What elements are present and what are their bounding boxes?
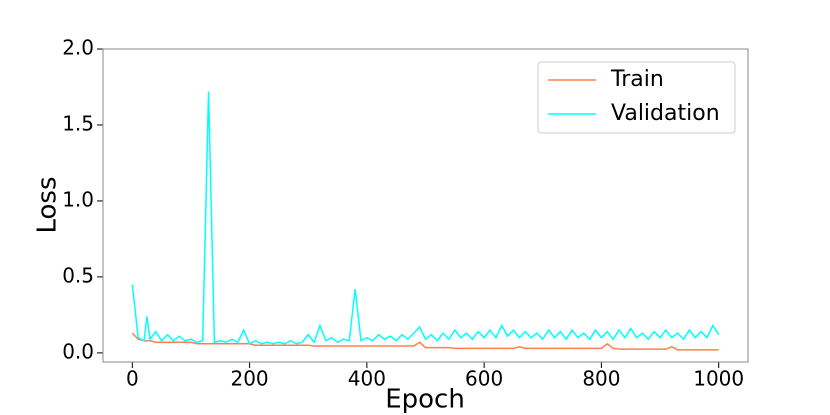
x-tick-label: 600: [465, 367, 503, 391]
x-axis-label: Epoch: [385, 385, 465, 415]
y-tick-label: 1.0: [62, 187, 94, 211]
x-tick-label: 1000: [693, 367, 744, 391]
y-tick-label: 0.5: [62, 263, 94, 287]
y-tick-label: 2.0: [62, 36, 94, 60]
x-tick-label: 400: [348, 367, 386, 391]
y-axis-label: Loss: [33, 176, 63, 233]
x-tick-label: 200: [230, 367, 268, 391]
y-tick-label: 1.5: [62, 111, 94, 135]
x-tick-label: 800: [582, 367, 620, 391]
legend-label: Train: [610, 67, 664, 92]
line-series: [131, 332, 719, 351]
y-tick-label: 0.0: [62, 339, 94, 363]
x-tick-label: 0: [126, 367, 139, 391]
line-series: [131, 91, 720, 345]
plot-frame: [102, 48, 749, 363]
legend-label: Validation: [611, 101, 720, 126]
